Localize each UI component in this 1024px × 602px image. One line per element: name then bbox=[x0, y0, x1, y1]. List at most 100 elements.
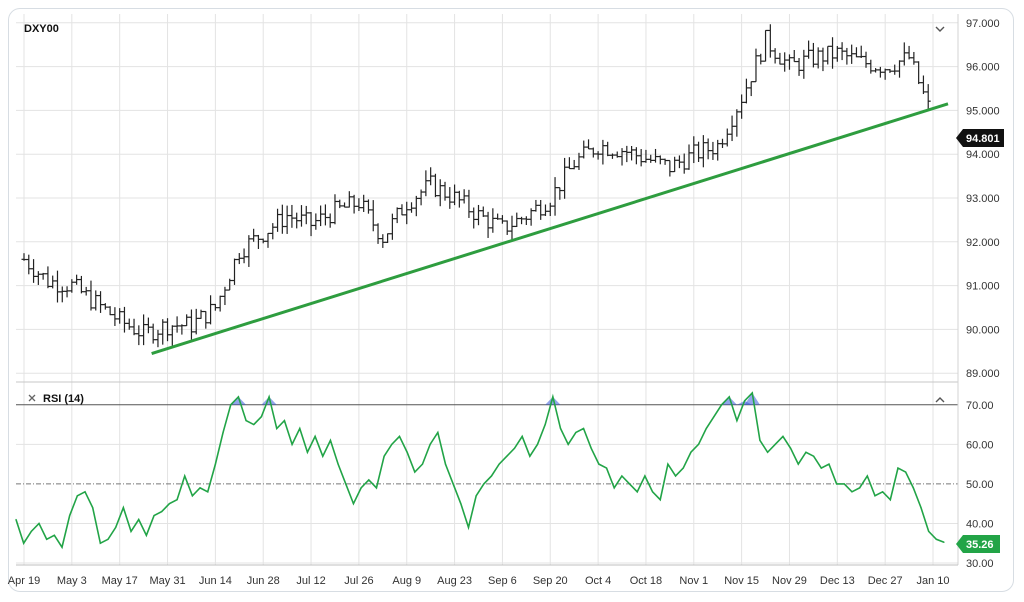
rsi-point bbox=[912, 487, 914, 489]
rsi-point bbox=[859, 487, 861, 489]
rsi-overbought-area bbox=[545, 396, 561, 405]
ohlc-bar bbox=[490, 208, 496, 233]
rsi-point bbox=[759, 439, 761, 441]
ohlc-bar bbox=[318, 205, 324, 227]
rsi-point bbox=[813, 455, 815, 457]
ohlc-bar bbox=[260, 238, 266, 244]
rsi-point bbox=[667, 463, 669, 465]
x-tick-label: May 31 bbox=[149, 575, 185, 587]
rsi-point bbox=[84, 491, 86, 493]
chevron-up-icon[interactable] bbox=[935, 397, 945, 403]
ohlc-bar bbox=[590, 147, 596, 158]
ohlc-bar bbox=[212, 303, 218, 311]
ohlc-bar bbox=[389, 213, 395, 240]
ohlc-bar bbox=[863, 51, 869, 68]
x-tick-label: May 3 bbox=[57, 575, 87, 587]
ohlc-bar bbox=[40, 272, 46, 280]
ohlc-bar bbox=[126, 318, 132, 330]
x-tick-label: Sep 20 bbox=[533, 575, 568, 587]
ohlc-bar bbox=[303, 205, 309, 225]
x-tick-label: Jan 10 bbox=[916, 575, 949, 587]
ohlc-bar bbox=[542, 204, 548, 216]
ohlc-bar bbox=[74, 274, 80, 285]
ohlc-bar bbox=[528, 208, 534, 226]
ohlc-bar bbox=[54, 270, 60, 303]
rsi-point bbox=[99, 542, 101, 544]
ohlc-bar bbox=[452, 184, 458, 206]
ohlc-bar bbox=[897, 60, 903, 78]
rsi-point bbox=[260, 416, 263, 418]
price-tick-label: 89.000 bbox=[966, 368, 1000, 380]
ohlc-bar bbox=[174, 316, 180, 333]
trendline[interactable] bbox=[151, 102, 949, 355]
ohlc-bar bbox=[810, 42, 816, 68]
ohlc-bar bbox=[839, 42, 845, 61]
ohlc-bar bbox=[681, 153, 687, 174]
rsi-point bbox=[467, 526, 470, 529]
rsi-point bbox=[851, 491, 853, 493]
ohlc-bar bbox=[868, 59, 874, 74]
rsi-point bbox=[805, 451, 807, 453]
rsi-point bbox=[605, 467, 608, 469]
ohlc-bar bbox=[734, 109, 740, 137]
rsi-point bbox=[222, 431, 224, 434]
ohlc-bar bbox=[729, 115, 735, 142]
ohlc-bar bbox=[873, 68, 879, 73]
rsi-point bbox=[889, 499, 891, 501]
ohlc-bar bbox=[686, 144, 692, 170]
rsi-point bbox=[483, 483, 485, 485]
ohlc-bar bbox=[93, 290, 99, 311]
ohlc-bar bbox=[64, 286, 70, 298]
ohlc-bar bbox=[614, 151, 620, 158]
ohlc-bar bbox=[284, 205, 290, 234]
ohlc-bar bbox=[566, 157, 572, 170]
ohlc-bar bbox=[160, 319, 166, 345]
ohlc-bar bbox=[112, 307, 118, 326]
rsi-point bbox=[713, 416, 715, 418]
ohlc-bar bbox=[246, 235, 252, 267]
x-tick-label: Dec 27 bbox=[868, 575, 903, 587]
rsi-point bbox=[383, 455, 385, 457]
current-price-badge: 94.801 bbox=[956, 129, 1004, 147]
ohlc-bar bbox=[825, 45, 831, 65]
rsi-point bbox=[628, 483, 631, 485]
close-icon[interactable] bbox=[28, 394, 36, 402]
ohlc-bar bbox=[719, 138, 725, 149]
x-tick-label: Oct 18 bbox=[630, 575, 662, 587]
ohlc-bar bbox=[289, 204, 295, 228]
rsi-point bbox=[76, 495, 78, 497]
ohlc-bar bbox=[499, 215, 505, 224]
rsi-point bbox=[928, 530, 930, 532]
ohlc-bar bbox=[633, 147, 639, 165]
ohlc-bar bbox=[523, 216, 529, 226]
ohlc-bar bbox=[916, 61, 922, 85]
rsi-point bbox=[337, 463, 339, 465]
rsi-point bbox=[176, 499, 178, 501]
rsi-point bbox=[674, 475, 677, 477]
rsi-point bbox=[636, 491, 638, 493]
rsi-point bbox=[905, 471, 907, 473]
ohlc-bar bbox=[461, 189, 467, 204]
ohlc-bar bbox=[409, 202, 415, 213]
ohlc-bar bbox=[471, 207, 477, 229]
chevron-down-icon[interactable] bbox=[935, 26, 945, 32]
ohlc-bar bbox=[251, 228, 257, 242]
rsi-point bbox=[38, 522, 40, 525]
ohlc-bar bbox=[50, 275, 56, 289]
rsi-point bbox=[790, 447, 792, 449]
ohlc-bar bbox=[342, 202, 348, 208]
current-rsi-label: 35.26 bbox=[966, 539, 994, 551]
rsi-point bbox=[352, 503, 355, 505]
ohlc-bar bbox=[337, 199, 343, 209]
ohlc-bar bbox=[69, 279, 75, 293]
rsi-title: RSI (14) bbox=[43, 393, 84, 405]
rsi-point bbox=[774, 443, 776, 445]
x-tick-label: Nov 15 bbox=[724, 575, 759, 587]
ohlc-bar bbox=[279, 204, 285, 234]
ohlc-bar bbox=[423, 170, 429, 197]
ohlc-bar bbox=[796, 57, 802, 76]
rsi-point bbox=[728, 396, 730, 398]
rsi-point bbox=[214, 463, 217, 465]
ohlc-bar bbox=[145, 317, 151, 334]
ohlc-bar bbox=[920, 75, 926, 95]
